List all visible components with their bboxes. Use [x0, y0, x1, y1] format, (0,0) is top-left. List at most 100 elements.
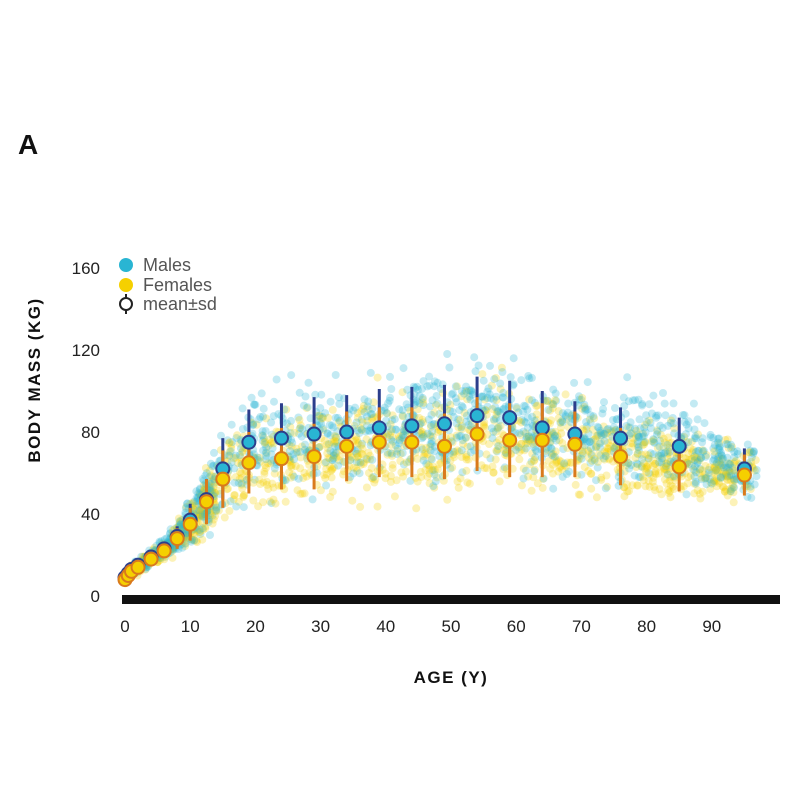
data-point-males [657, 458, 666, 467]
data-point-females [512, 404, 521, 413]
data-point-males [697, 475, 706, 484]
data-point-females [482, 450, 491, 459]
data-point-females [390, 492, 399, 501]
data-point-females [463, 478, 472, 487]
data-point-males [415, 391, 424, 400]
data-point-males [596, 443, 605, 452]
data-point-females [363, 416, 372, 425]
legend-mean-sd-swatch [119, 297, 133, 311]
data-point-males [520, 401, 528, 410]
data-point-females [722, 471, 731, 480]
data-point-males [575, 392, 583, 401]
data-point-females [430, 408, 439, 417]
data-point-males [714, 460, 723, 469]
data-point-males [395, 405, 404, 414]
data-point-females [196, 528, 205, 536]
data-point-females [491, 455, 500, 464]
data-point-females [710, 447, 719, 456]
data-point-males [231, 451, 240, 460]
data-point-females [315, 442, 324, 451]
data-point-females [388, 411, 397, 420]
data-point-females [649, 473, 658, 482]
data-point-males [523, 413, 532, 422]
data-point-males [723, 472, 732, 481]
data-point-females [353, 449, 362, 458]
data-point-males [550, 432, 559, 441]
data-point-females [295, 416, 304, 424]
data-point-males [648, 409, 656, 418]
data-point-females [620, 467, 629, 476]
data-point-females [552, 458, 560, 467]
data-point-females [517, 440, 526, 448]
data-point-males [612, 415, 621, 424]
data-point-females [643, 463, 652, 471]
data-point-females [724, 443, 733, 452]
data-point-females [522, 439, 530, 448]
data-point-females [693, 455, 701, 464]
data-point-females [694, 430, 702, 439]
data-point-females [254, 502, 263, 511]
data-point-males [669, 399, 678, 408]
data-point-females [353, 413, 362, 422]
data-point-females [249, 496, 258, 505]
data-point-females [642, 468, 651, 477]
data-point-females [690, 479, 699, 488]
data-point-females [717, 455, 726, 464]
data-point-males [262, 443, 271, 452]
data-point-females [729, 466, 738, 475]
data-point-males [730, 475, 739, 484]
data-point-males [206, 486, 215, 495]
data-point-females [426, 442, 434, 451]
data-point-females [425, 465, 434, 474]
data-point-females [193, 538, 202, 547]
mean-point-males [534, 420, 550, 436]
data-point-males [600, 436, 609, 445]
data-point-females [662, 465, 671, 474]
data-point-females [326, 493, 335, 501]
data-point-males [384, 428, 393, 437]
data-point-females [605, 454, 614, 463]
mean-point-females [273, 451, 289, 467]
mean-point-males [273, 430, 289, 446]
data-point-females [398, 412, 407, 421]
data-point-females [233, 431, 242, 440]
data-point-females [698, 487, 707, 496]
data-point-females [462, 455, 471, 464]
data-point-males [323, 429, 332, 438]
data-point-females [428, 462, 437, 471]
data-point-males [499, 393, 508, 402]
data-point-males [298, 425, 307, 434]
x-tick-label: 20 [246, 617, 265, 636]
data-point-males [586, 438, 595, 447]
data-point-males [267, 418, 276, 427]
data-point-males [706, 475, 714, 484]
data-point-females [551, 447, 560, 456]
data-point-males [255, 415, 263, 424]
data-point-females [418, 428, 427, 437]
data-point-males [693, 459, 702, 468]
data-point-females [395, 434, 404, 443]
data-point-males [525, 374, 534, 383]
data-point-females [419, 432, 428, 441]
data-point-males [457, 432, 465, 440]
data-point-females [328, 465, 337, 474]
data-point-females [453, 477, 462, 486]
data-point-females [388, 451, 396, 460]
data-point-males [586, 418, 595, 427]
data-point-males [443, 350, 452, 358]
data-point-females [637, 450, 646, 459]
data-point-females [642, 462, 651, 471]
data-point-males [522, 432, 531, 441]
data-point-females [730, 459, 739, 468]
data-point-females [367, 464, 376, 472]
data-point-males [730, 483, 738, 492]
data-point-females [225, 439, 234, 448]
data-point-females [238, 446, 247, 455]
data-point-females [322, 470, 331, 479]
mean-point-males [371, 420, 387, 436]
data-point-females [644, 454, 653, 463]
data-point-females [524, 436, 533, 445]
data-point-males [261, 427, 270, 435]
data-point-males [629, 396, 637, 405]
data-point-females [425, 462, 434, 471]
